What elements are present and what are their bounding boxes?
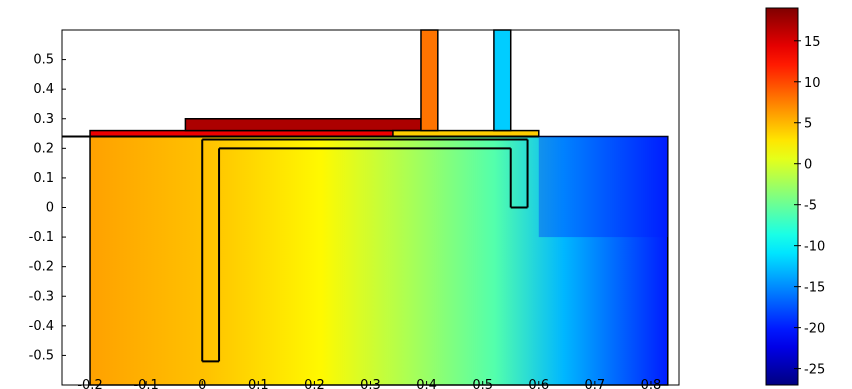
colorbar-tick-label: -5 xyxy=(804,199,817,214)
colorbar-tick-label: -15 xyxy=(804,281,825,296)
colorbar-tick-label: 15 xyxy=(804,35,821,50)
x-tick-label: 0 xyxy=(198,378,206,389)
y-axis-ticks: 0.5 0.4 0.3 0.2 0.1 0 -0.1 -0.2 -0.3 -0.4 -0.5 xyxy=(29,53,66,363)
x-tick-label: -0.2 xyxy=(77,378,102,389)
y-tick-label: 0.5 xyxy=(33,53,54,68)
corner-shading xyxy=(538,136,668,238)
top-mid-slab xyxy=(184,118,422,132)
colorbar-tick-label: -10 xyxy=(804,240,825,255)
y-tick-label: -0.5 xyxy=(29,348,54,363)
y-tick-label: -0.3 xyxy=(29,289,54,304)
y-tick-label: 0.1 xyxy=(33,171,54,186)
y-tick-label: -0.1 xyxy=(29,230,54,245)
regions-layer xyxy=(89,29,669,386)
colorbar-tick-label: -20 xyxy=(804,322,825,337)
vertical-rod-2 xyxy=(493,29,512,132)
outline-layer xyxy=(62,135,539,363)
y-tick-label: -0.2 xyxy=(29,260,54,275)
colorbar: 15 10 5 0 -5 -10 -15 -20 -25 xyxy=(765,7,825,386)
colorbar-tick-label: 5 xyxy=(804,117,812,132)
main-block xyxy=(89,135,669,386)
x-tick-label: 0.1 xyxy=(248,378,269,389)
colorbar-tick-label: 10 xyxy=(804,76,821,91)
y-tick-label: 0.2 xyxy=(33,141,54,156)
colorbar-gradient xyxy=(765,7,799,386)
vertical-rod-1 xyxy=(420,29,439,132)
x-axis-ticks: -0.2 -0.1 0 0.1 0.2 0.3 0.4 0.5 0.6 0.7 0.8 xyxy=(77,378,661,389)
x-tick-label: 0.8 xyxy=(641,378,662,389)
x-tick-label: 0.4 xyxy=(416,378,437,389)
x-tick-label: 0.7 xyxy=(585,378,606,389)
x-tick-label: 0.2 xyxy=(304,378,325,389)
x-tick-label: 0.5 xyxy=(472,378,493,389)
colorbar-tick-label: -25 xyxy=(804,363,825,378)
y-tick-label: 0.4 xyxy=(33,82,54,97)
x-tick-label: -0.1 xyxy=(133,378,158,389)
x-tick-label: 0.3 xyxy=(360,378,381,389)
y-tick-label: 0 xyxy=(46,201,54,216)
y-tick-label: 0.3 xyxy=(33,112,54,127)
colorbar-tick-label: 0 xyxy=(804,158,812,173)
y-tick-label: -0.4 xyxy=(29,319,54,334)
x-tick-label: 0.6 xyxy=(528,378,549,389)
